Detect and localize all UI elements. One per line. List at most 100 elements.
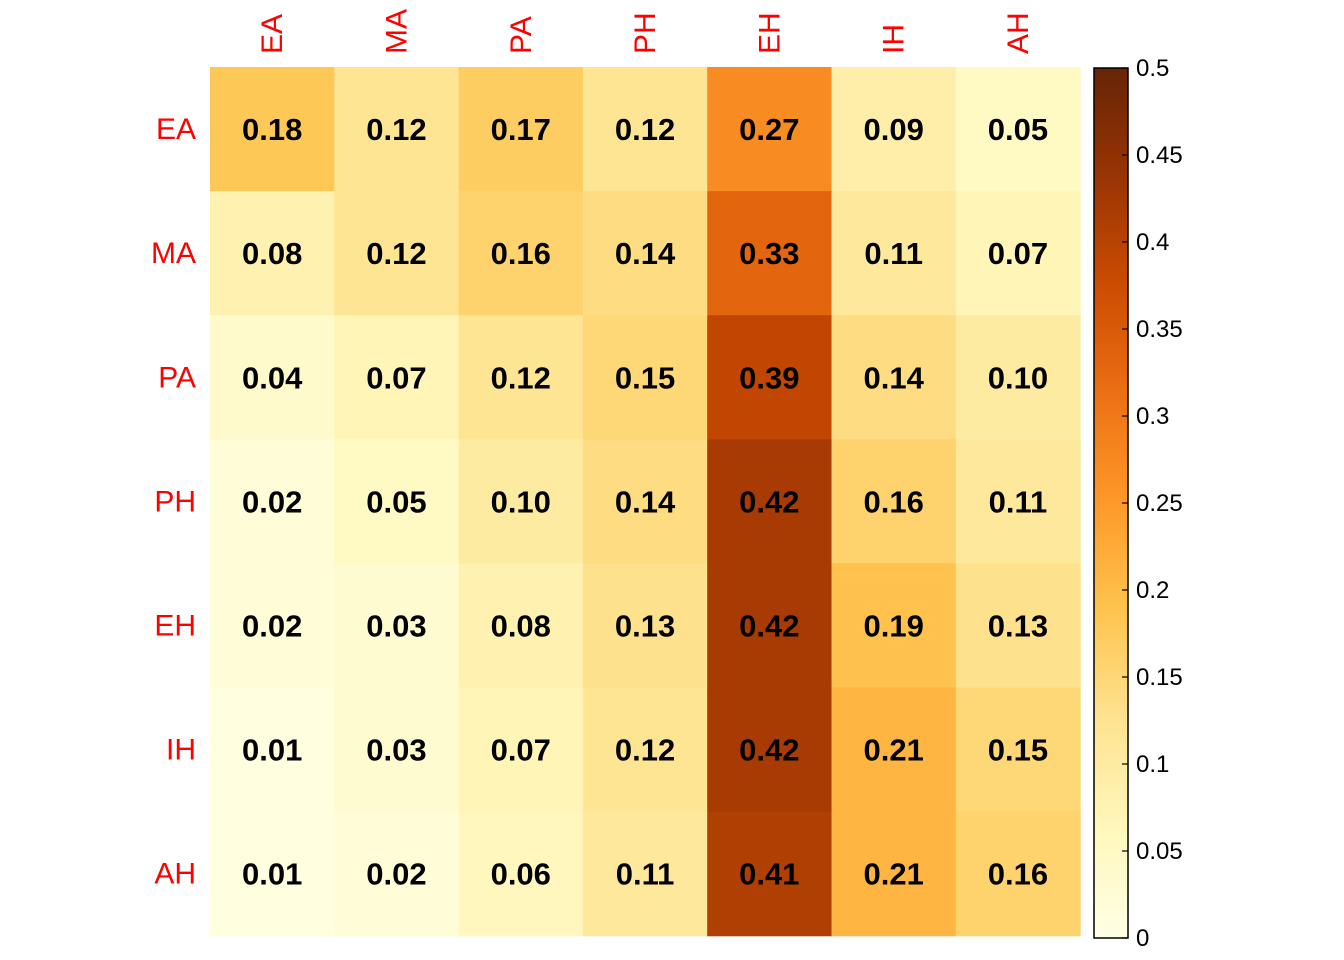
cell-value-label: 0.42	[739, 484, 799, 519]
heatmap-cell-ma-ea	[210, 191, 335, 316]
cell-value-label: 0.16	[491, 236, 551, 271]
heatmap-cell-ph-eh	[707, 439, 833, 564]
heatmap-cell-pa-ph	[582, 315, 708, 440]
cell-value-label: 0.14	[615, 236, 676, 271]
heatmap-cell-ih-pa	[458, 687, 584, 813]
colorbar: 0 0.05 0.1 0.15 0.2 0.25 0.3 0.35 0.4 0.45 0.5	[1093, 55, 1183, 952]
cell-value-label: 0.08	[491, 608, 551, 643]
heatmap-cell-ph-pa	[458, 439, 584, 564]
heatmap-cell-ma-ph	[582, 191, 708, 316]
cell-value-label: 0.11	[989, 484, 1048, 519]
heatmap-cell-pa-pa	[458, 315, 584, 440]
cell-value-label: 0.08	[242, 236, 302, 271]
heatmap-cell-ea-pa	[458, 67, 584, 192]
column-label-ih: IH	[878, 24, 911, 54]
row-label-pa: PA	[158, 361, 196, 394]
cell-value-label: 0.05	[988, 112, 1048, 147]
cell-value-label: 0.14	[615, 484, 676, 519]
heatmap-cell-eh-eh	[707, 563, 833, 689]
cell-value-label: 0.21	[863, 733, 923, 768]
cell-value-label: 0.13	[615, 608, 675, 643]
heatmap-cell-ph-ah	[955, 439, 1081, 564]
heatmap-cell-ah-ah	[955, 811, 1081, 937]
heatmap-cell-eh-ea	[210, 563, 335, 689]
heatmap-cell-ih-ih	[831, 687, 957, 813]
heatmap-cell-ph-ma	[334, 439, 460, 564]
cell-value-label: 0.10	[491, 484, 551, 519]
column-label-pa: PA	[505, 16, 538, 54]
column-label-eh: EH	[753, 12, 786, 54]
cell-value-label: 0.12	[615, 733, 675, 768]
cell-value-label: 0.04	[242, 360, 303, 395]
cell-value-label: 0.03	[366, 733, 426, 768]
heatmap-cell-ma-ma	[334, 191, 460, 316]
cell-value-label: 0.02	[242, 608, 302, 643]
heatmap-cell-eh-pa	[458, 563, 584, 689]
colorbar-tick-label: 0.35	[1136, 316, 1183, 343]
colorbar-tick-label: 0.1	[1136, 751, 1169, 778]
cell-value-label: 0.03	[366, 608, 426, 643]
heatmap-cell-pa-ih	[831, 315, 957, 440]
cell-value-label: 0.14	[863, 360, 924, 395]
cell-value-label: 0.11	[864, 236, 923, 271]
heatmap-cell-ph-ph	[582, 439, 708, 564]
heatmap-cell-eh-ah	[955, 563, 1081, 689]
heatmap-cell-ma-ih	[831, 191, 957, 316]
cell-value-label: 0.42	[739, 608, 799, 643]
cell-value-label: 0.12	[615, 112, 675, 147]
cell-value-label: 0.21	[863, 857, 923, 892]
row-label-ph: PH	[154, 485, 196, 518]
cell-value-label: 0.18	[242, 112, 302, 147]
row-labels: EA MA PA PH EH IH AH	[151, 113, 196, 891]
heatmap-cell-ah-ph	[582, 811, 708, 937]
cell-value-label: 0.07	[491, 733, 551, 768]
heatmap-cell-ih-ph	[582, 687, 708, 813]
colorbar-tick-label: 0.05	[1136, 838, 1183, 865]
heatmap-cell-ma-ah	[955, 191, 1081, 316]
cell-value-label: 0.16	[988, 857, 1048, 892]
cell-value-label: 0.11	[616, 857, 675, 892]
heatmap-cell-ih-ma	[334, 687, 460, 813]
colorbar-tick-label: 0.4	[1136, 229, 1169, 256]
heatmap-cell-ma-pa	[458, 191, 584, 316]
heatmap-cell-ph-ea	[210, 439, 335, 564]
heatmap-cell-ea-ea	[210, 67, 335, 192]
heatmap-cell-pa-ah	[955, 315, 1081, 440]
cell-value-label: 0.01	[242, 857, 302, 892]
cell-value-label: 0.15	[615, 360, 675, 395]
cell-value-label: 0.12	[366, 236, 426, 271]
colorbar-tick-label: 0.3	[1136, 403, 1169, 430]
cell-value-label: 0.13	[988, 608, 1048, 643]
row-label-eh: EH	[154, 609, 196, 642]
heatmap-cell-ea-ma	[334, 67, 460, 192]
cell-value-label: 0.07	[988, 236, 1048, 271]
cell-value-label: 0.12	[366, 112, 426, 147]
heatmap-cell-ah-ma	[334, 811, 460, 937]
heatmap-value-labels: 0.18 0.12 0.17 0.12 0.27 0.09 0.05 0.08 0.12 0.16…	[242, 112, 1048, 892]
column-labels: EA MA PA PH EH IH AH	[256, 9, 1035, 54]
heatmap-cell-ea-eh	[707, 67, 833, 192]
heatmap-cells	[210, 67, 1081, 937]
row-label-ih: IH	[166, 734, 196, 767]
cell-value-label: 0.12	[491, 360, 551, 395]
heatmap-cell-ih-ea	[210, 687, 335, 813]
cell-value-label: 0.02	[242, 484, 302, 519]
cell-value-label: 0.41	[739, 857, 799, 892]
cell-value-label: 0.33	[739, 236, 799, 271]
heatmap-cell-ih-ah	[955, 687, 1081, 813]
colorbar-tick-label: 0	[1136, 925, 1149, 952]
heatmap-cell-eh-ih	[831, 563, 957, 689]
column-label-ea: EA	[256, 14, 289, 54]
cell-value-label: 0.39	[739, 360, 799, 395]
heatmap-cell-ah-pa	[458, 811, 584, 937]
heatmap-cell-pa-eh	[707, 315, 833, 440]
row-label-ma: MA	[151, 237, 196, 270]
cell-value-label: 0.17	[491, 112, 551, 147]
cell-value-label: 0.01	[242, 733, 302, 768]
cell-value-label: 0.10	[988, 360, 1048, 395]
heatmap-cell-ea-ah	[955, 67, 1081, 192]
heatmap-cell-ah-ea	[210, 811, 335, 937]
column-label-ph: PH	[629, 12, 662, 54]
cell-value-label: 0.07	[366, 360, 426, 395]
heatmap-cell-ah-eh	[707, 811, 833, 937]
